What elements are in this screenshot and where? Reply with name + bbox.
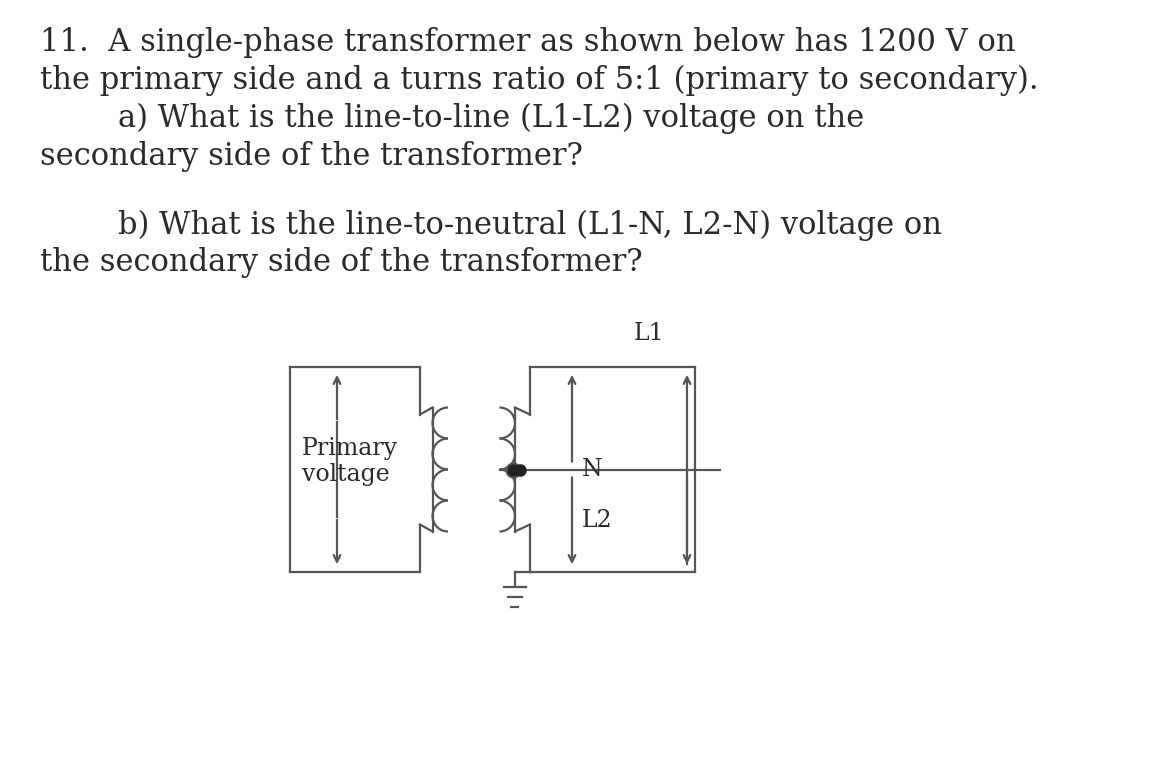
Text: the primary side and a turns ratio of 5:1 (primary to secondary).: the primary side and a turns ratio of 5:… <box>40 65 1039 96</box>
Text: secondary side of the transformer?: secondary side of the transformer? <box>40 141 583 172</box>
Text: b) What is the line-to-neutral (L1-N, L2-N) voltage on: b) What is the line-to-neutral (L1-N, L2… <box>40 210 942 241</box>
Text: L1: L1 <box>633 322 665 345</box>
Text: the secondary side of the transformer?: the secondary side of the transformer? <box>40 248 642 278</box>
Text: Primary
voltage: Primary voltage <box>302 437 398 486</box>
Text: 11.  A single-phase transformer as shown below has 1200 V on: 11. A single-phase transformer as shown … <box>40 27 1016 58</box>
Text: N: N <box>581 458 603 481</box>
Text: L2: L2 <box>581 509 613 532</box>
Text: a) What is the line-to-line (L1-L2) voltage on the: a) What is the line-to-line (L1-L2) volt… <box>40 103 865 134</box>
